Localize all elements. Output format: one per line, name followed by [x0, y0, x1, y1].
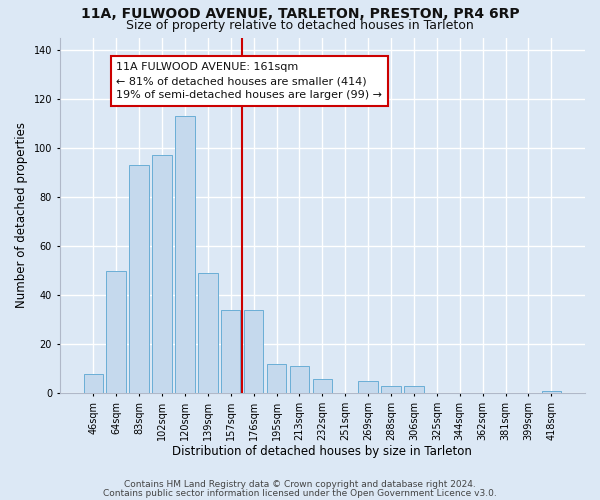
- Text: Contains public sector information licensed under the Open Government Licence v3: Contains public sector information licen…: [103, 489, 497, 498]
- Y-axis label: Number of detached properties: Number of detached properties: [15, 122, 28, 308]
- X-axis label: Distribution of detached houses by size in Tarleton: Distribution of detached houses by size …: [172, 444, 472, 458]
- Bar: [290, 366, 309, 394]
- Bar: [83, 374, 103, 394]
- Bar: [198, 273, 218, 394]
- Text: 11A, FULWOOD AVENUE, TARLETON, PRESTON, PR4 6RP: 11A, FULWOOD AVENUE, TARLETON, PRESTON, …: [80, 8, 520, 22]
- Text: Contains HM Land Registry data © Crown copyright and database right 2024.: Contains HM Land Registry data © Crown c…: [124, 480, 476, 489]
- Text: Size of property relative to detached houses in Tarleton: Size of property relative to detached ho…: [126, 19, 474, 32]
- Bar: [244, 310, 263, 394]
- Bar: [152, 156, 172, 394]
- Text: 11A FULWOOD AVENUE: 161sqm
← 81% of detached houses are smaller (414)
19% of sem: 11A FULWOOD AVENUE: 161sqm ← 81% of deta…: [116, 62, 382, 100]
- Bar: [542, 391, 561, 394]
- Bar: [175, 116, 194, 394]
- Bar: [313, 378, 332, 394]
- Bar: [221, 310, 241, 394]
- Bar: [130, 165, 149, 394]
- Bar: [106, 270, 126, 394]
- Bar: [382, 386, 401, 394]
- Bar: [358, 381, 378, 394]
- Bar: [267, 364, 286, 394]
- Bar: [404, 386, 424, 394]
